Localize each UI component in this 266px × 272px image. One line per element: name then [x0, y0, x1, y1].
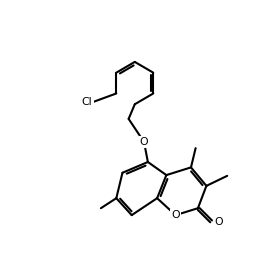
Text: Cl: Cl — [82, 97, 93, 107]
Text: O: O — [171, 210, 180, 220]
Text: O: O — [214, 217, 223, 227]
Text: O: O — [140, 137, 148, 147]
